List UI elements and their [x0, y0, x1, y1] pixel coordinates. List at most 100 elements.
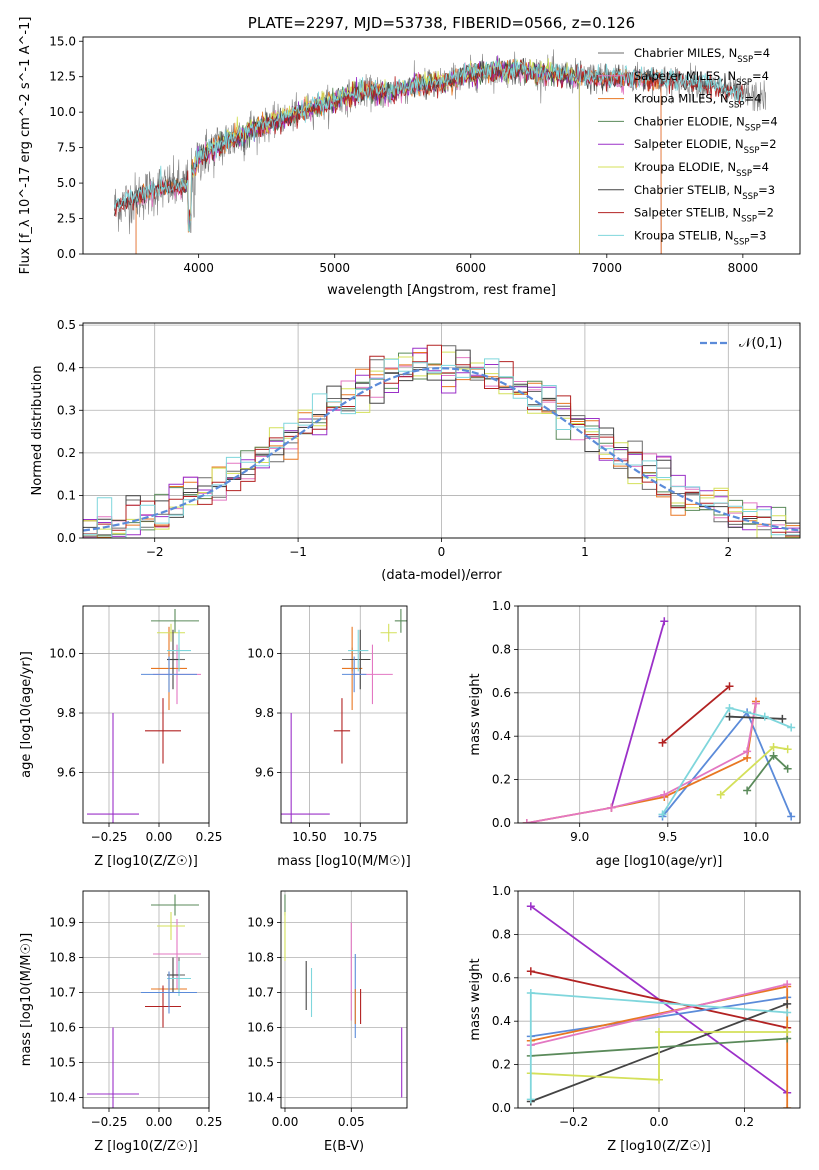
y-tick-label: 0.5 [57, 318, 76, 332]
x-tick-label: −0.2 [559, 1115, 588, 1129]
massweight-vs-age-xlabel: age [log10(age/yr)] [596, 854, 723, 869]
axes-frame [280, 890, 408, 1109]
massweight-vs-Z-xlabel: Z [log10(Z/Z☉)] [607, 1139, 711, 1154]
weight-marker [769, 751, 778, 760]
y-tick-label: 12.5 [49, 70, 76, 84]
axes-mass-vs-EBV: 0.00 0.05 10.4 10.5 10.6 10.7 10.8 10.9 E(B-V) [247, 890, 408, 1154]
axes-mass-vs-Z: −0.25 0.00 0.25 10.4 10.5 10.6 10.7 10.8 10.9 Z [… [19, 890, 222, 1154]
model-spectrum [113, 58, 744, 232]
x-tick-label: 2 [724, 545, 732, 559]
weight-marker [660, 617, 669, 626]
y-tick-label: 0.6 [492, 971, 511, 985]
axes-frame [280, 605, 408, 824]
weight-marker [660, 790, 669, 799]
x-tick-label: 10.75 [343, 830, 377, 844]
weight-marker [607, 803, 616, 812]
x-tick-label: 10.0 [743, 830, 770, 844]
histogram-steps [83, 347, 800, 537]
y-tick-label: 10.8 [49, 951, 76, 965]
errorbar-point [153, 919, 201, 989]
y-tick-label: 9.6 [57, 765, 76, 779]
y-tick-label: 10.6 [247, 1021, 274, 1035]
axes-spectrum: 4000 5000 6000 7000 8000 0.0 2.5 5.0 7.5 10.0 12.5… [18, 14, 801, 298]
y-tick-label: 0.3 [57, 403, 76, 417]
errorbar-point [281, 713, 330, 823]
weight-lines [526, 902, 792, 1108]
axes-frame [82, 322, 801, 539]
errorbar-point [333, 698, 351, 764]
y-tick-label: 5.0 [57, 176, 76, 190]
axes-massweight-vs-Z: −0.2 0.0 0.2 0.0 0.2 0.4 0.6 0.8 1.0 Z [log10(Z/Z… [468, 884, 801, 1154]
weight-marker [783, 980, 792, 989]
y-tick-label: 0.2 [57, 446, 76, 460]
y-tick-label: 10.9 [49, 916, 76, 930]
mass-vs-Z-ylabel: mass [log10(M/M☉)] [19, 933, 34, 1066]
axes-residuals: −2 −1 0 1 2 0.0 0.1 0.2 0.3 0.4 0.5 (data-model)/er… [30, 318, 801, 583]
x-tick-label: 0.00 [272, 1115, 299, 1129]
errorbar-point [380, 623, 397, 642]
normal-reference-curve [83, 367, 800, 532]
y-tick-label: 1.0 [492, 884, 511, 898]
y-tick-label: 1.0 [492, 599, 511, 613]
x-tick-label: 0.05 [338, 1115, 365, 1129]
errorbars [284, 894, 403, 1098]
weight-marker [769, 743, 778, 752]
weight-marker [783, 1008, 792, 1017]
massweight-vs-Z-ylabel: mass weight [468, 958, 483, 1040]
legend-label: Salpeter MILES, NSSP=4 [634, 69, 769, 88]
y-tick-label: 10.0 [247, 647, 274, 661]
y-tick-label: 9.8 [57, 706, 76, 720]
y-tick-label: 0.0 [492, 1101, 511, 1115]
weight-marker [783, 1104, 792, 1108]
x-tick-label: 9.0 [570, 830, 589, 844]
weight-marker [787, 723, 796, 732]
weight-marker [716, 790, 725, 799]
errorbar-point [167, 629, 191, 672]
axes-frame [82, 36, 801, 255]
mass-vs-Z-xlabel: Z [log10(Z/Z☉)] [94, 1139, 198, 1154]
plot-area [281, 606, 407, 823]
massweight-vs-age-ylabel: mass weight [468, 673, 483, 755]
errorbar-point [341, 626, 363, 711]
errorbars [87, 608, 201, 823]
weight-marker [783, 764, 792, 773]
weight-marker [526, 967, 535, 976]
weight-lines [522, 617, 796, 823]
x-tick-label: 10.50 [292, 830, 326, 844]
y-tick-label: 10.7 [247, 986, 274, 1000]
histograms [83, 344, 800, 538]
age-vs-Z-xlabel: Z [log10(Z/Z☉)] [94, 854, 198, 869]
histogram-steps [83, 344, 800, 537]
errorbar-point [341, 656, 367, 693]
weight-marker [526, 1095, 535, 1104]
x-tick-label: 0 [438, 545, 446, 559]
spectrum-title: PLATE=2297, MJD=53738, FIBERID=0566, z=0… [248, 14, 635, 32]
y-tick-label: 0.4 [492, 1014, 511, 1028]
x-tick-label: −1 [289, 545, 307, 559]
weight-marker [783, 1028, 792, 1037]
weight-line [530, 970, 788, 1029]
weight-marker [522, 819, 531, 823]
spectrum-lines [113, 49, 766, 254]
histogram-steps [83, 358, 800, 538]
y-tick-label: 10.6 [49, 1021, 76, 1035]
axes-frame [82, 890, 210, 1109]
y-tick-label: 10.7 [49, 986, 76, 1000]
plot-area [83, 606, 209, 823]
histogram-steps [83, 349, 800, 528]
x-tick-label: 1 [581, 545, 589, 559]
errorbar-point [157, 912, 185, 940]
weight-line [530, 983, 788, 1046]
weight-marker [725, 712, 734, 721]
legend-label: Kroupa STELIB, NSSP=3 [634, 228, 766, 247]
y-tick-label: 0.0 [492, 816, 511, 830]
axes-age-vs-Z: −0.25 0.00 0.25 9.6 9.8 10.0 Z [log10(Z/Z☉)] ag… [19, 605, 222, 869]
y-tick-label: 0.2 [492, 773, 511, 787]
y-tick-label: 9.8 [255, 706, 274, 720]
age-vs-mass-xlabel: mass [log10(M/M☉)] [277, 854, 410, 869]
errorbar-point [87, 713, 139, 823]
legend-label: Kroupa MILES, NSSP=4 [634, 92, 761, 111]
x-tick-label: 0.2 [735, 1115, 754, 1129]
weight-line [729, 715, 783, 720]
errorbar-point [394, 608, 407, 633]
